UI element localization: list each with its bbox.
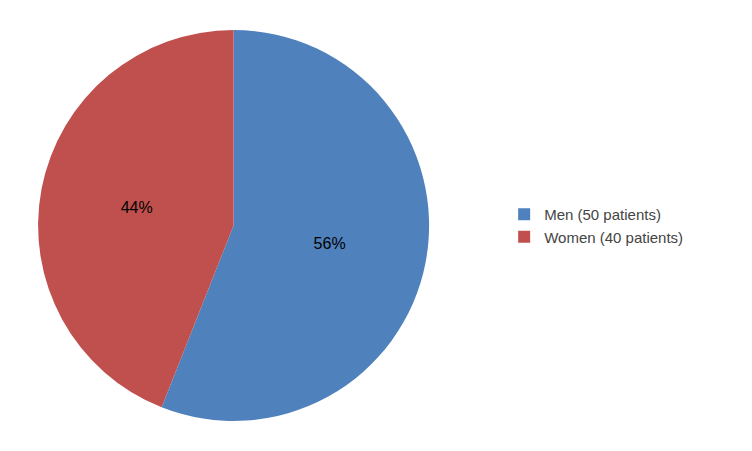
svg-text:Women (40 patients): Women (40 patients): [544, 229, 683, 246]
svg-text:44%: 44%: [121, 199, 153, 216]
svg-text:Men (50 patients): Men (50 patients): [544, 206, 661, 223]
svg-text:56%: 56%: [314, 235, 346, 252]
